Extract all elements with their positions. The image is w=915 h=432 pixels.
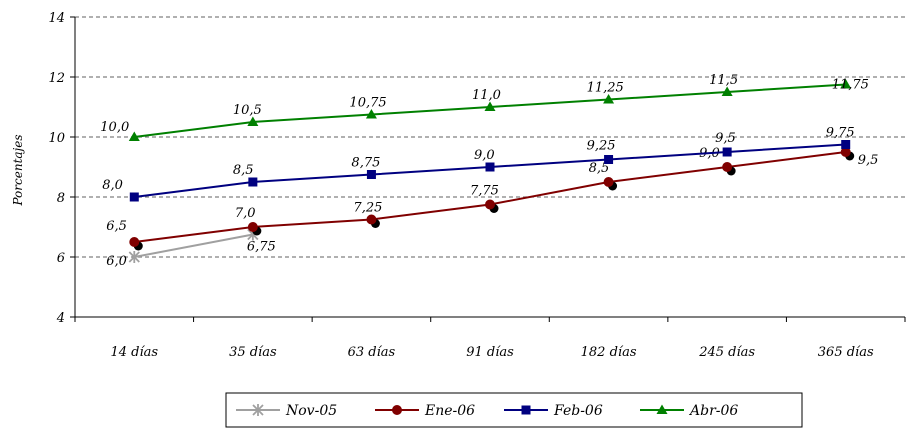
data-label-nov-05-1: 6,0 [106, 254, 127, 269]
legend-item-abr-06: Abr-06 [640, 403, 738, 419]
legend-marker-nov-05 [252, 404, 264, 416]
legend-marker-feb-06 [521, 405, 531, 415]
y-tick-label-14: 14 [48, 11, 65, 26]
data-label-ene-06-4: 7,75 [470, 184, 499, 199]
axes [74, 17, 905, 318]
legend-label-nov-05: Nov-05 [285, 403, 337, 419]
data-label-feb-06-6: 9,5 [715, 131, 736, 146]
data-label-feb-06-3: 8,75 [351, 156, 380, 171]
data-label-feb-06-5: 9,25 [587, 139, 616, 154]
y-axis-ticks: 4 6 8 10 12 14 [48, 11, 75, 326]
data-label-nov-05-2: 6,75 [247, 240, 276, 255]
data-label-ene-06-2: 7,0 [235, 206, 256, 221]
data-label-feb-06-1: 8,0 [102, 178, 123, 193]
series-group: 6,0 6,75 6,5 7,0 7,25 7,75 8,5 9,0 9,5 8,0 8,5 8,75… [100, 73, 878, 269]
data-label-ene-06-7: 9,5 [858, 153, 879, 168]
x-axis-ticks: 14 días 35 días 63 días 91 días 182 días 245 … [74, 317, 906, 360]
x-tick-label-1: 14 días [110, 345, 158, 360]
y-axis-title: Porcentajes [11, 134, 25, 206]
data-label-feb-06-2: 8,5 [233, 163, 254, 178]
y-tick-label-12: 12 [48, 71, 65, 86]
data-label-abr-06-1: 10,0 [100, 120, 129, 135]
legend-item-ene-06: Ene-06 [375, 403, 475, 419]
legend-item-feb-06: Feb-06 [504, 403, 603, 419]
x-tick-label-5: 182 días [581, 345, 637, 360]
data-label-feb-06-4: 9,0 [474, 148, 495, 163]
series-abr-06: 10,0 10,5 10,75 11,0 11,25 11,5 11,75 [100, 73, 869, 141]
data-label-abr-06-6: 11,5 [709, 73, 738, 88]
data-label-ene-06-1: 6,5 [106, 219, 127, 234]
legend-label-abr-06: Abr-06 [688, 403, 738, 419]
series-feb-06: 8,0 8,5 8,75 9,0 9,25 9,5 9,75 [102, 126, 855, 202]
marker-abr-06-4 [484, 101, 496, 111]
marker-abr-06-2 [247, 116, 259, 126]
marker-ene-06-1 [129, 237, 140, 247]
legend-label-feb-06: Feb-06 [553, 403, 603, 419]
grid-lines [75, 16, 905, 258]
marker-feb-06-7 [841, 140, 851, 149]
data-label-ene-06-3: 7,25 [353, 201, 382, 216]
data-label-abr-06-3: 10,75 [349, 96, 386, 111]
marker-ene-06-5 [603, 177, 614, 187]
data-label-abr-06-5: 11,25 [587, 81, 624, 96]
marker-ene-06-2 [247, 222, 258, 232]
y-tick-label-10: 10 [48, 131, 65, 146]
marker-feb-06-1 [129, 192, 139, 202]
marker-feb-06-4 [485, 162, 495, 172]
marker-abr-06-7 [840, 79, 852, 89]
marker-feb-06-5 [604, 155, 614, 164]
y-tick-label-8: 8 [57, 191, 65, 206]
y-tick-label-4: 4 [56, 311, 65, 326]
series-line-nov-05 [134, 233, 254, 258]
x-tick-label-7: 365 días [818, 345, 874, 360]
data-label-ene-06-5: 8,5 [589, 161, 610, 176]
marker-ene-06-6 [722, 162, 733, 172]
legend-marker-abr-06 [656, 404, 668, 414]
x-tick-label-4: 91 días [466, 345, 514, 360]
series-nov-05: 6,0 6,75 [106, 228, 276, 269]
marker-feb-06-3 [366, 170, 376, 179]
marker-feb-06-6 [722, 147, 732, 157]
marker-ene-06-4 [485, 199, 495, 210]
legend-label-ene-06: Ene-06 [424, 403, 475, 419]
x-tick-label-2: 35 días [229, 345, 277, 360]
marker-nov-05-1 [128, 251, 140, 263]
legend: Nov-05 Ene-06 Feb-06 Abr-06 [225, 392, 803, 428]
x-tick-label-3: 63 días [348, 345, 396, 360]
x-tick-label-6: 245 días [698, 345, 755, 360]
legend-marker-ene-06 [392, 405, 402, 415]
marker-ene-06-3 [366, 214, 377, 225]
marker-abr-06-5 [603, 94, 615, 104]
y-tick-label-6: 6 [57, 251, 65, 266]
data-label-abr-06-7: 11,75 [832, 78, 869, 93]
marker-abr-06-3 [365, 109, 377, 119]
marker-feb-06-2 [248, 177, 258, 187]
data-label-feb-06-7: 9,75 [826, 126, 855, 141]
marker-abr-06-1 [128, 131, 140, 141]
legend-item-nov-05: Nov-05 [236, 403, 337, 419]
data-label-abr-06-2: 10,5 [233, 103, 262, 118]
marker-abr-06-6 [721, 86, 733, 96]
data-label-abr-06-4: 11,0 [472, 88, 501, 103]
